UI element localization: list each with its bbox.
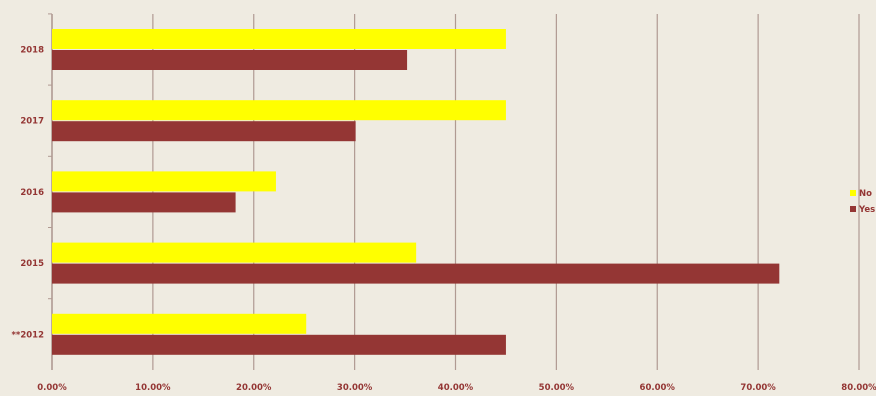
x-tick-label: 60.00% bbox=[640, 383, 676, 393]
legend-label-no: No bbox=[859, 189, 872, 199]
y-tick-label: 2018 bbox=[20, 46, 44, 56]
legend-label-yes: Yes bbox=[858, 205, 875, 215]
x-tick-label: 0.00% bbox=[37, 383, 67, 393]
x-tick-label: 80.00% bbox=[841, 383, 876, 393]
bar-no-2018 bbox=[52, 29, 506, 49]
bar-no-2016 bbox=[52, 171, 276, 192]
bar-yes-2016 bbox=[52, 192, 236, 213]
bar-no-2015 bbox=[52, 242, 417, 263]
x-tick-label: 40.00% bbox=[438, 383, 474, 393]
y-tick-label: 2017 bbox=[20, 117, 44, 127]
x-tick-label: 70.00% bbox=[740, 383, 776, 393]
legend-swatch-no bbox=[850, 190, 856, 196]
bar-no-2012 bbox=[52, 313, 307, 334]
bar-yes-2017 bbox=[52, 121, 356, 142]
bar-no-2017 bbox=[52, 100, 506, 121]
x-tick-label: 50.00% bbox=[539, 383, 575, 393]
bar-yes-2018 bbox=[52, 50, 408, 70]
y-tick-label: **2012 bbox=[11, 330, 44, 340]
x-tick-label: 30.00% bbox=[337, 383, 373, 393]
bar-yes-2012 bbox=[52, 334, 506, 355]
bar-yes-2015 bbox=[52, 263, 780, 284]
x-tick-label: 20.00% bbox=[236, 383, 272, 393]
legend-swatch-yes bbox=[850, 206, 856, 212]
x-tick-label: 10.00% bbox=[135, 383, 171, 393]
y-tick-label: 2015 bbox=[20, 259, 44, 269]
y-tick-label: 2016 bbox=[20, 188, 44, 198]
